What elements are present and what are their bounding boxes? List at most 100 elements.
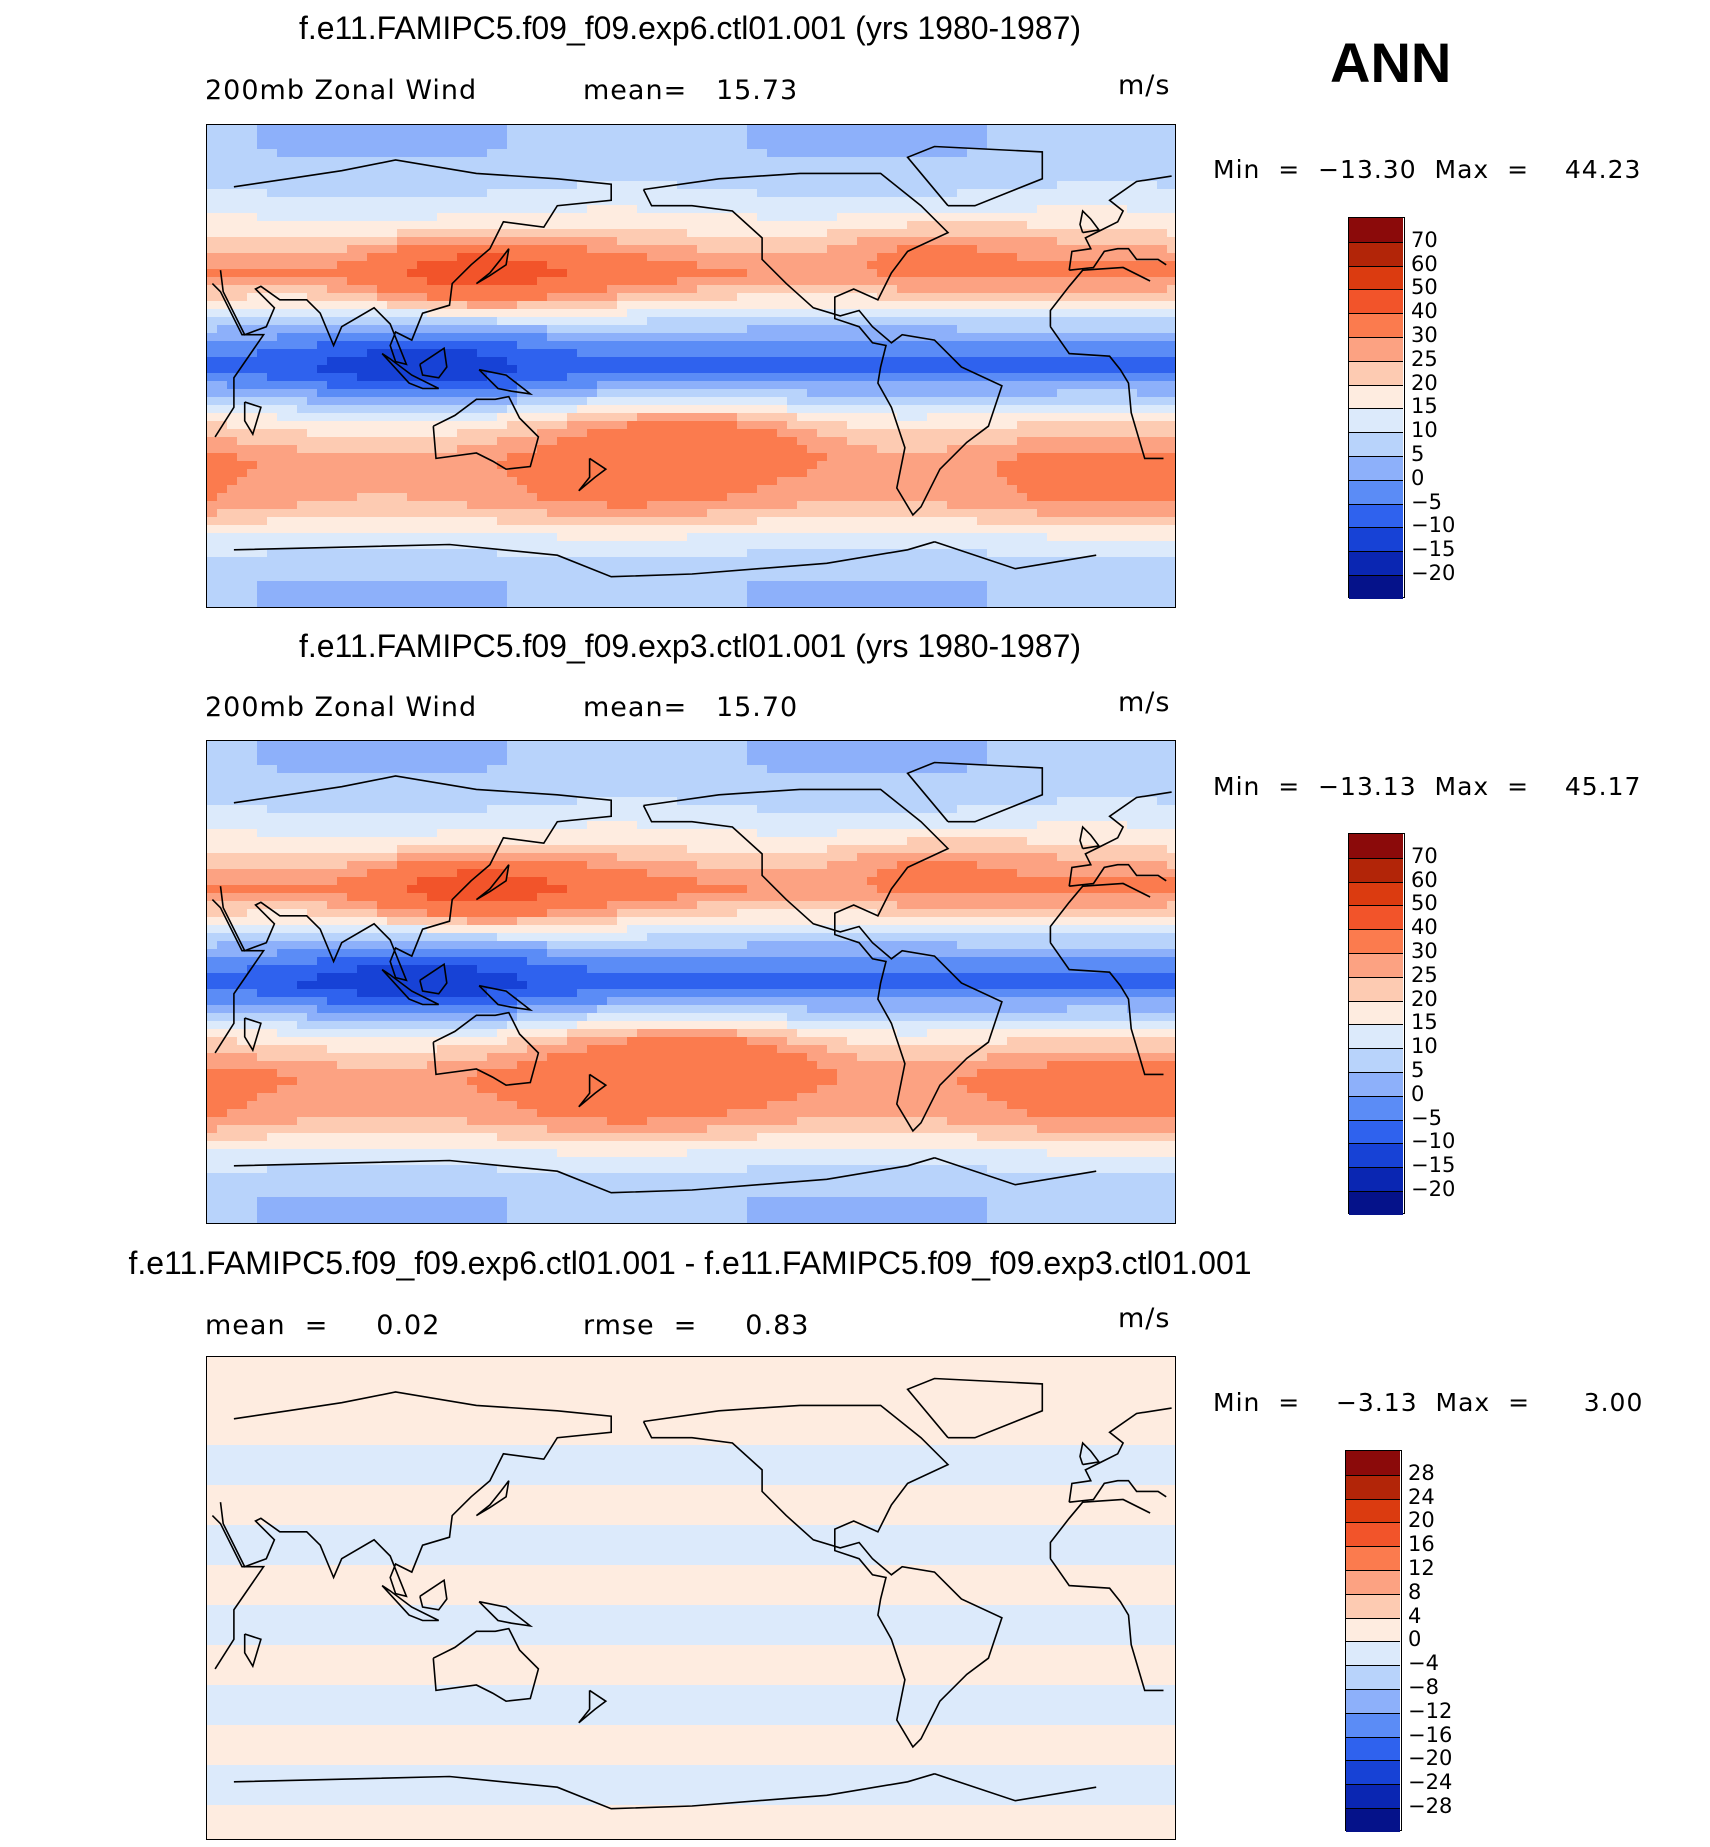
contour-cell bbox=[657, 125, 668, 134]
contour-cell bbox=[357, 317, 368, 326]
contour-cell bbox=[457, 229, 468, 238]
contour-cell bbox=[667, 365, 678, 374]
contour-cell bbox=[737, 125, 748, 134]
contour-cell bbox=[457, 301, 468, 310]
contour-cell bbox=[1107, 293, 1118, 302]
contour-cell bbox=[1027, 157, 1038, 166]
contour-cell bbox=[467, 509, 478, 518]
contour-cell bbox=[1087, 165, 1098, 174]
contour-cell bbox=[357, 341, 368, 350]
contour-cell bbox=[867, 125, 878, 134]
contour-cell bbox=[567, 525, 578, 534]
contour-cell bbox=[947, 485, 958, 494]
contour-cell bbox=[387, 125, 398, 134]
contour-cell bbox=[597, 405, 608, 414]
contour-cell bbox=[987, 149, 998, 158]
contour-cell bbox=[407, 413, 418, 422]
contour-cell bbox=[707, 293, 718, 302]
contour-cell bbox=[717, 357, 728, 366]
contour-cell bbox=[647, 133, 658, 142]
contour-cell bbox=[477, 389, 488, 398]
contour-cell bbox=[237, 389, 248, 398]
contour-cell bbox=[357, 157, 368, 166]
contour-cell bbox=[527, 189, 538, 198]
contour-cell bbox=[427, 357, 438, 366]
contour-cell bbox=[577, 149, 588, 158]
contour-cell bbox=[1017, 293, 1028, 302]
contour-cell bbox=[617, 237, 628, 246]
contour-cell bbox=[1127, 277, 1138, 286]
contour-cell bbox=[527, 517, 538, 526]
contour-cell bbox=[527, 309, 538, 318]
contour-cell bbox=[227, 373, 238, 382]
contour-cell bbox=[827, 477, 838, 486]
contour-cell bbox=[357, 181, 368, 190]
contour-cell bbox=[367, 525, 378, 534]
contour-cell bbox=[877, 269, 888, 278]
contour-cell bbox=[507, 429, 518, 438]
contour-cell bbox=[277, 509, 288, 518]
contour-cell bbox=[617, 501, 628, 510]
contour-cell bbox=[347, 477, 358, 486]
contour-cell bbox=[1097, 221, 1108, 230]
contour-cell bbox=[1067, 445, 1078, 454]
contour-cell bbox=[417, 381, 428, 390]
contour-cell bbox=[277, 285, 288, 294]
contour-cell bbox=[667, 221, 678, 230]
contour-cell bbox=[1057, 173, 1068, 182]
contour-cell bbox=[1127, 461, 1138, 470]
contour-cell bbox=[837, 309, 848, 318]
contour-cell bbox=[237, 317, 248, 326]
panel-1-mean: mean= 15.73 bbox=[583, 75, 799, 106]
contour-cell bbox=[317, 133, 328, 142]
contour-cell bbox=[1147, 269, 1158, 278]
contour-cell bbox=[657, 485, 668, 494]
contour-cell bbox=[867, 389, 878, 398]
contour-cell bbox=[247, 133, 258, 142]
contour-cell bbox=[697, 173, 708, 182]
contour-cell bbox=[417, 285, 428, 294]
contour-cell bbox=[527, 301, 538, 310]
contour-cell bbox=[767, 357, 778, 366]
contour-cell bbox=[657, 365, 668, 374]
contour-cell bbox=[977, 197, 988, 206]
contour-cell bbox=[437, 133, 448, 142]
contour-cell bbox=[467, 285, 478, 294]
contour-cell bbox=[467, 173, 478, 182]
contour-cell bbox=[637, 341, 648, 350]
contour-cell bbox=[457, 157, 468, 166]
contour-cell bbox=[887, 349, 898, 358]
contour-cell bbox=[597, 349, 608, 358]
contour-cell bbox=[347, 469, 358, 478]
contour-cell bbox=[357, 389, 368, 398]
contour-cell bbox=[1007, 133, 1018, 142]
contour-cell bbox=[727, 509, 738, 518]
contour-cell bbox=[217, 397, 228, 406]
contour-cell bbox=[257, 165, 268, 174]
contour-cell bbox=[397, 469, 408, 478]
contour-cell bbox=[407, 357, 418, 366]
contour-cell bbox=[787, 397, 798, 406]
contour-cell bbox=[777, 461, 788, 470]
contour-cell bbox=[1037, 269, 1048, 278]
contour-cell bbox=[337, 269, 348, 278]
contour-cell bbox=[1137, 349, 1148, 358]
contour-cell bbox=[1057, 301, 1068, 310]
contour-cell bbox=[1137, 525, 1148, 534]
contour-cell bbox=[1037, 453, 1048, 462]
contour-cell bbox=[277, 141, 288, 150]
contour-cell bbox=[557, 205, 568, 214]
contour-cell bbox=[957, 373, 968, 382]
contour-cell bbox=[1167, 317, 1175, 326]
contour-cell bbox=[607, 125, 618, 134]
contour-cell bbox=[697, 453, 708, 462]
contour-cell bbox=[837, 221, 848, 230]
contour-cell bbox=[917, 389, 928, 398]
contour-cell bbox=[777, 277, 788, 286]
contour-cell bbox=[947, 421, 958, 430]
contour-cell bbox=[1107, 213, 1118, 222]
contour-cell bbox=[1007, 477, 1018, 486]
contour-cell bbox=[377, 421, 388, 430]
contour-cell bbox=[657, 437, 668, 446]
contour-cell bbox=[807, 525, 818, 534]
